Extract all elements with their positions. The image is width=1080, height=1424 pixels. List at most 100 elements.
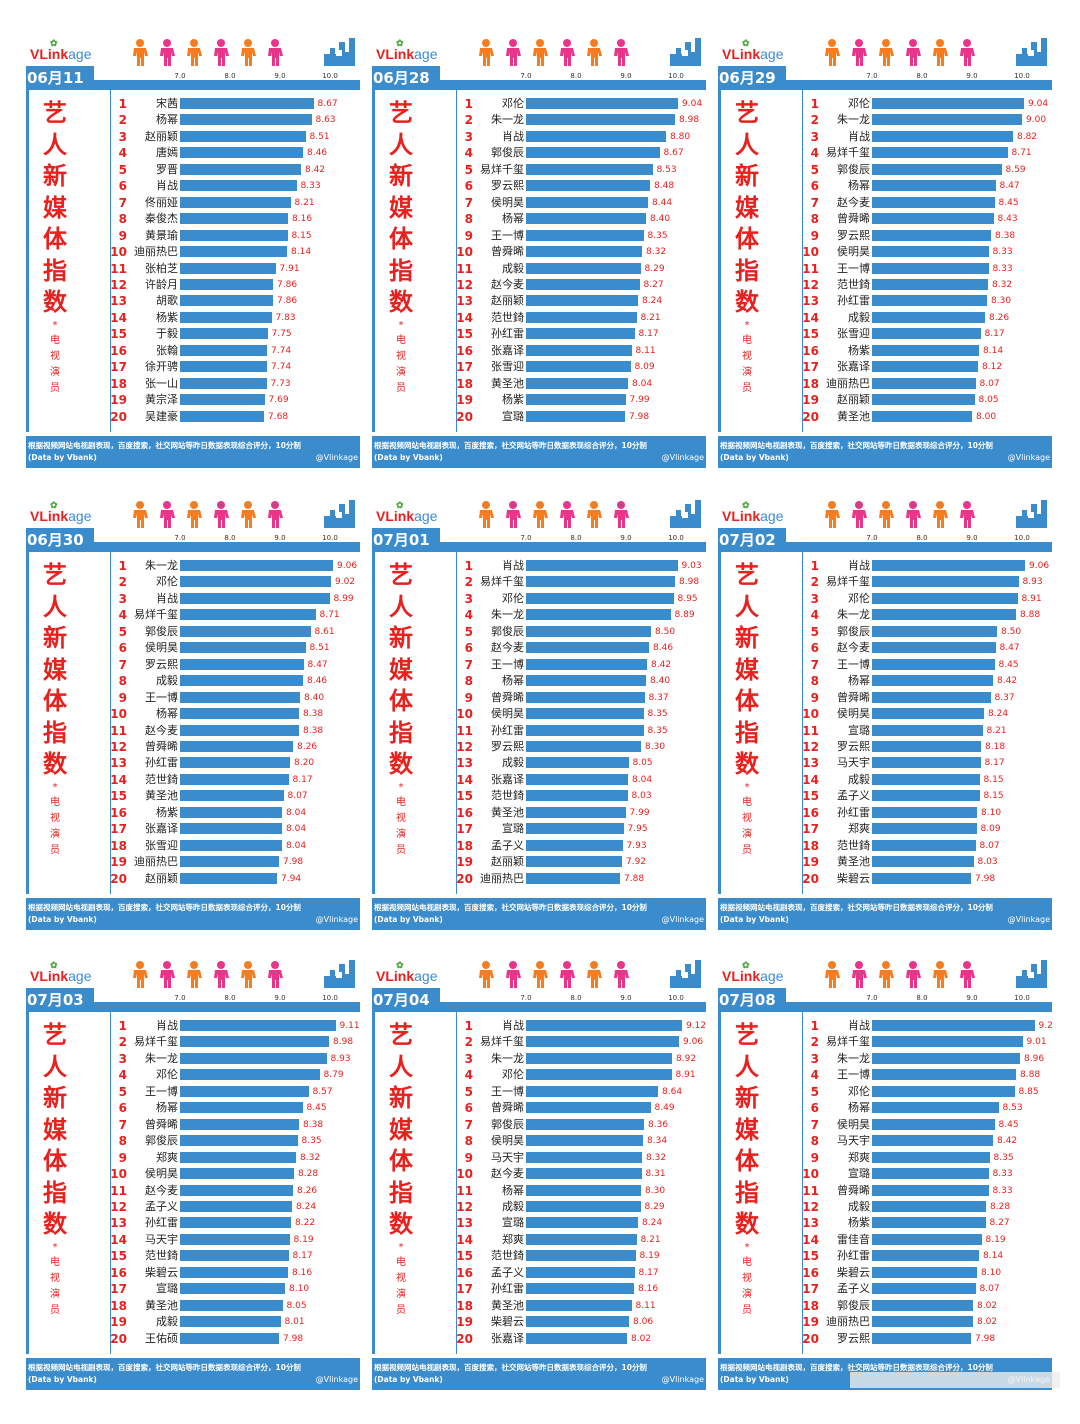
actor-name: 宣璐 [502, 1216, 524, 1230]
rank-number: 8 [118, 674, 127, 689]
score-value: 8.03 [977, 857, 998, 868]
actor-name: 郭俊辰 [491, 1117, 524, 1131]
bar-row: 18 张雪迎 8.04 [26, 838, 360, 854]
score-value: 8.03 [631, 791, 652, 802]
actor-name: 曾舜晞 [491, 690, 524, 704]
actor-name: 王一博 [491, 1084, 524, 1098]
actor-name: 杨幂 [848, 179, 870, 193]
score-bar [180, 213, 288, 225]
sprout-icon: ✿ [742, 500, 750, 510]
star-mark: * [398, 781, 404, 793]
rank-number: 9 [118, 228, 127, 243]
chart-panel: ✿ VLinkage 07月01日 7.0 8.0 9.0 10.0 艺人新媒体指数 * 电视演员… [372, 498, 706, 944]
vlinkage-logo: ✿ VLinkage [30, 38, 91, 62]
bar-row: 6 杨幂 8.53 [718, 1100, 1052, 1116]
bar-row: 5 罗晋 8.42 [26, 162, 360, 178]
rank-number: 10 [110, 707, 127, 722]
date-label: 06月11日 [26, 66, 94, 111]
vertical-title: 艺人新媒体指数 * 电视演员 [386, 98, 416, 397]
actor-name: 范世錡 [837, 277, 870, 291]
person-icon [960, 501, 975, 528]
vlinkage-logo: ✿ VLinkage [30, 500, 91, 524]
score-bar [180, 708, 299, 720]
actor-name: 罗晋 [156, 162, 178, 176]
score-bar [872, 823, 977, 835]
score-bar [180, 147, 303, 159]
data-source-footer: 根据视频网站电视剧表现，百度搜索，社交网站等昨日数据表现综合评分，10分制 (Da… [26, 898, 360, 930]
star-mark: * [398, 319, 404, 331]
score-value: 8.45 [998, 197, 1019, 208]
score-value: 8.85 [1018, 1086, 1039, 1097]
score-value: 9.06 [1029, 561, 1050, 571]
score-value: 8.17 [638, 1267, 659, 1278]
bar-row: 4 唐嫣 8.46 [26, 145, 360, 161]
bar-row: 14 张嘉译 8.04 [372, 772, 706, 788]
score-bar [526, 560, 678, 571]
score-bar [872, 377, 976, 389]
sprout-icon: ✿ [50, 38, 58, 48]
actor-name: 朱一龙 [837, 1051, 870, 1065]
score-bar [180, 311, 272, 323]
vertical-title: 艺人新媒体指数 * 电视演员 [732, 560, 762, 859]
score-bar [180, 98, 314, 109]
rank-number: 10 [802, 245, 819, 260]
actor-name: 赵丽颖 [491, 294, 524, 308]
score-value: 8.99 [333, 593, 354, 604]
title-char: 人 [43, 1052, 67, 1081]
bar-row: 19 赵丽颖 7.92 [372, 854, 706, 870]
bar-row: 11 杨幂 8.30 [372, 1183, 706, 1199]
title-char: 体 [389, 225, 413, 253]
rank-number: 19 [802, 1315, 819, 1330]
y-axis-line [110, 552, 111, 894]
score-bar [872, 1332, 971, 1344]
rank-number: 5 [464, 624, 473, 639]
weibo-credit: @Vlinkage [661, 453, 704, 462]
score-bar [180, 691, 300, 703]
subtitle-char: 视 [742, 1272, 752, 1284]
score-value: 8.26 [297, 1185, 318, 1196]
score-value: 9.04 [682, 99, 703, 109]
score-bar [872, 130, 1013, 142]
actor-name: 罗云熙 [145, 657, 178, 671]
bar-row: 2 邓伦 9.02 [26, 574, 360, 590]
actor-name: 朱一龙 [837, 608, 870, 622]
bar-row: 16 杨紫 8.14 [718, 343, 1052, 359]
rank-number: 2 [464, 1035, 473, 1050]
footer-line1: 根据视频网站电视剧表现，百度搜索，社交网站等昨日数据表现综合评分，10分制 [374, 1363, 647, 1372]
rank-number: 15 [802, 789, 819, 804]
bar-row: 8 杨幂 8.40 [372, 211, 706, 227]
logo-age: age [414, 508, 438, 524]
bar-row: 8 杨幂 8.40 [372, 673, 706, 689]
actor-name: 张嘉译 [145, 822, 178, 836]
score-bar [526, 790, 628, 802]
score-value: 8.04 [632, 378, 653, 389]
score-value: 8.47 [307, 659, 328, 670]
bar-row: 7 侯明昊 8.44 [372, 195, 706, 211]
bar-row: 15 范世錡 8.17 [26, 1248, 360, 1264]
subtitle-char: 员 [742, 1304, 752, 1316]
score-bar [872, 790, 980, 802]
score-value: 8.64 [662, 1086, 683, 1097]
bar-row: 10 侯明昊 8.28 [26, 1166, 360, 1182]
title-char: 艺 [43, 99, 67, 127]
bar-row: 10 宣璐 8.33 [718, 1166, 1052, 1182]
rank-number: 15 [456, 1249, 473, 1264]
actor-name: 张雪迎 [837, 327, 870, 341]
axis-tick-label: 9.0 [620, 994, 632, 1002]
actor-name: 郑爽 [156, 1150, 178, 1164]
score-value: 8.37 [648, 692, 669, 703]
score-bar [180, 1052, 327, 1064]
score-value: 8.33 [992, 247, 1013, 258]
actor-name: 邓伦 [156, 575, 178, 589]
rank-number: 19 [110, 393, 127, 408]
title-char: 数 [43, 750, 67, 778]
y-axis-line [456, 552, 457, 894]
bar-row: 19 迪丽热巴 7.98 [26, 854, 360, 870]
person-icon [241, 39, 256, 66]
score-value: 7.98 [629, 411, 650, 422]
rank-number: 11 [456, 723, 473, 738]
title-char: 艺 [389, 1021, 413, 1049]
axis-tick-label: 10.0 [1014, 534, 1030, 542]
title-char: 新 [43, 624, 67, 652]
actor-name: 马天宇 [145, 1232, 178, 1246]
